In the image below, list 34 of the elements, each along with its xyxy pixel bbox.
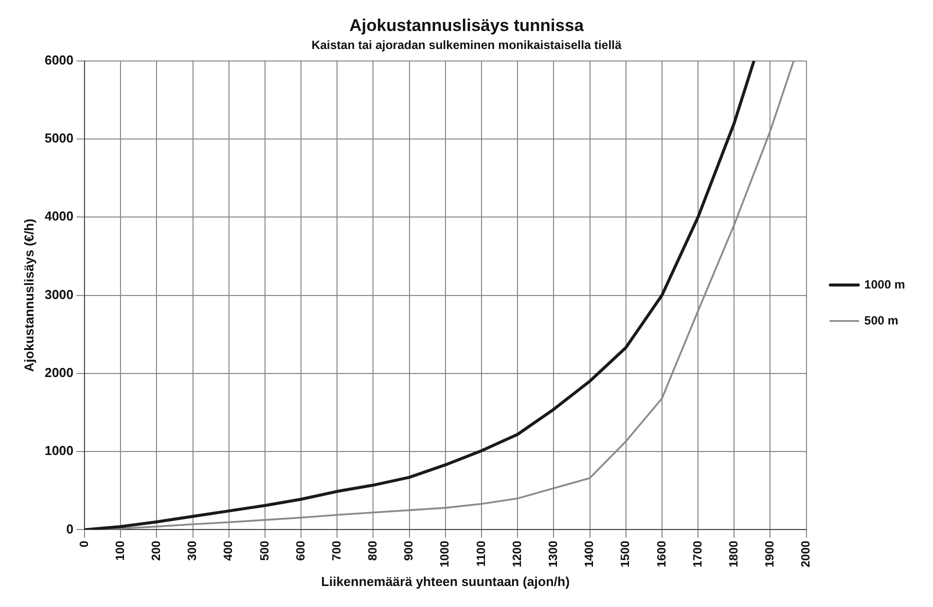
y-tick-label: 5000 <box>44 130 74 146</box>
legend-label: 1000 m <box>864 277 906 292</box>
chart-title: Ajokustannuslisäys tunnissa <box>349 16 584 35</box>
x-tick-label: 1300 <box>546 540 560 568</box>
x-tick-label: 2000 <box>798 540 813 568</box>
x-tick-label: 600 <box>293 540 308 561</box>
x-tick-label: 0 <box>76 540 91 548</box>
x-tick-label: 200 <box>149 540 164 561</box>
x-tick-label: 1400 <box>582 540 596 568</box>
x-tick-label: 100 <box>112 540 127 561</box>
x-tick-label: 500 <box>257 540 272 561</box>
x-tick-label: 1700 <box>690 540 704 568</box>
y-tick-label: 0 <box>66 521 74 536</box>
y-tick-label: 3000 <box>44 286 74 302</box>
chart-subtitle: Kaistan tai ajoradan sulkeminen monikaistaisella tiellä <box>311 38 622 52</box>
x-tick-label: 300 <box>185 540 200 561</box>
x-tick-label: 1000 <box>438 540 452 568</box>
x-tick-label: 1800 <box>726 540 740 568</box>
x-tick-label: 900 <box>402 540 416 561</box>
y-tick-label: 2000 <box>44 364 74 380</box>
x-tick-label: 1200 <box>510 540 524 568</box>
x-tick-label: 700 <box>329 540 344 561</box>
legend-label: 500 m <box>864 313 898 328</box>
x-axis-title: Liikennemäärä yhteen suuntaan (ajon/h) <box>321 574 570 589</box>
x-tick-label: 1500 <box>618 540 632 568</box>
y-tick-label: 1000 <box>44 443 74 458</box>
y-tick-label: 4000 <box>44 208 74 224</box>
x-tick-label: 1900 <box>762 540 777 568</box>
x-tick-label: 400 <box>221 540 236 561</box>
x-tick-label: 800 <box>366 540 380 561</box>
x-tick-label: 1100 <box>474 540 488 567</box>
y-tick-label: 6000 <box>44 52 74 68</box>
x-tick-label: 1600 <box>654 540 668 568</box>
y-axis-title: Ajokustannuslisäys (€/h) <box>21 218 36 372</box>
